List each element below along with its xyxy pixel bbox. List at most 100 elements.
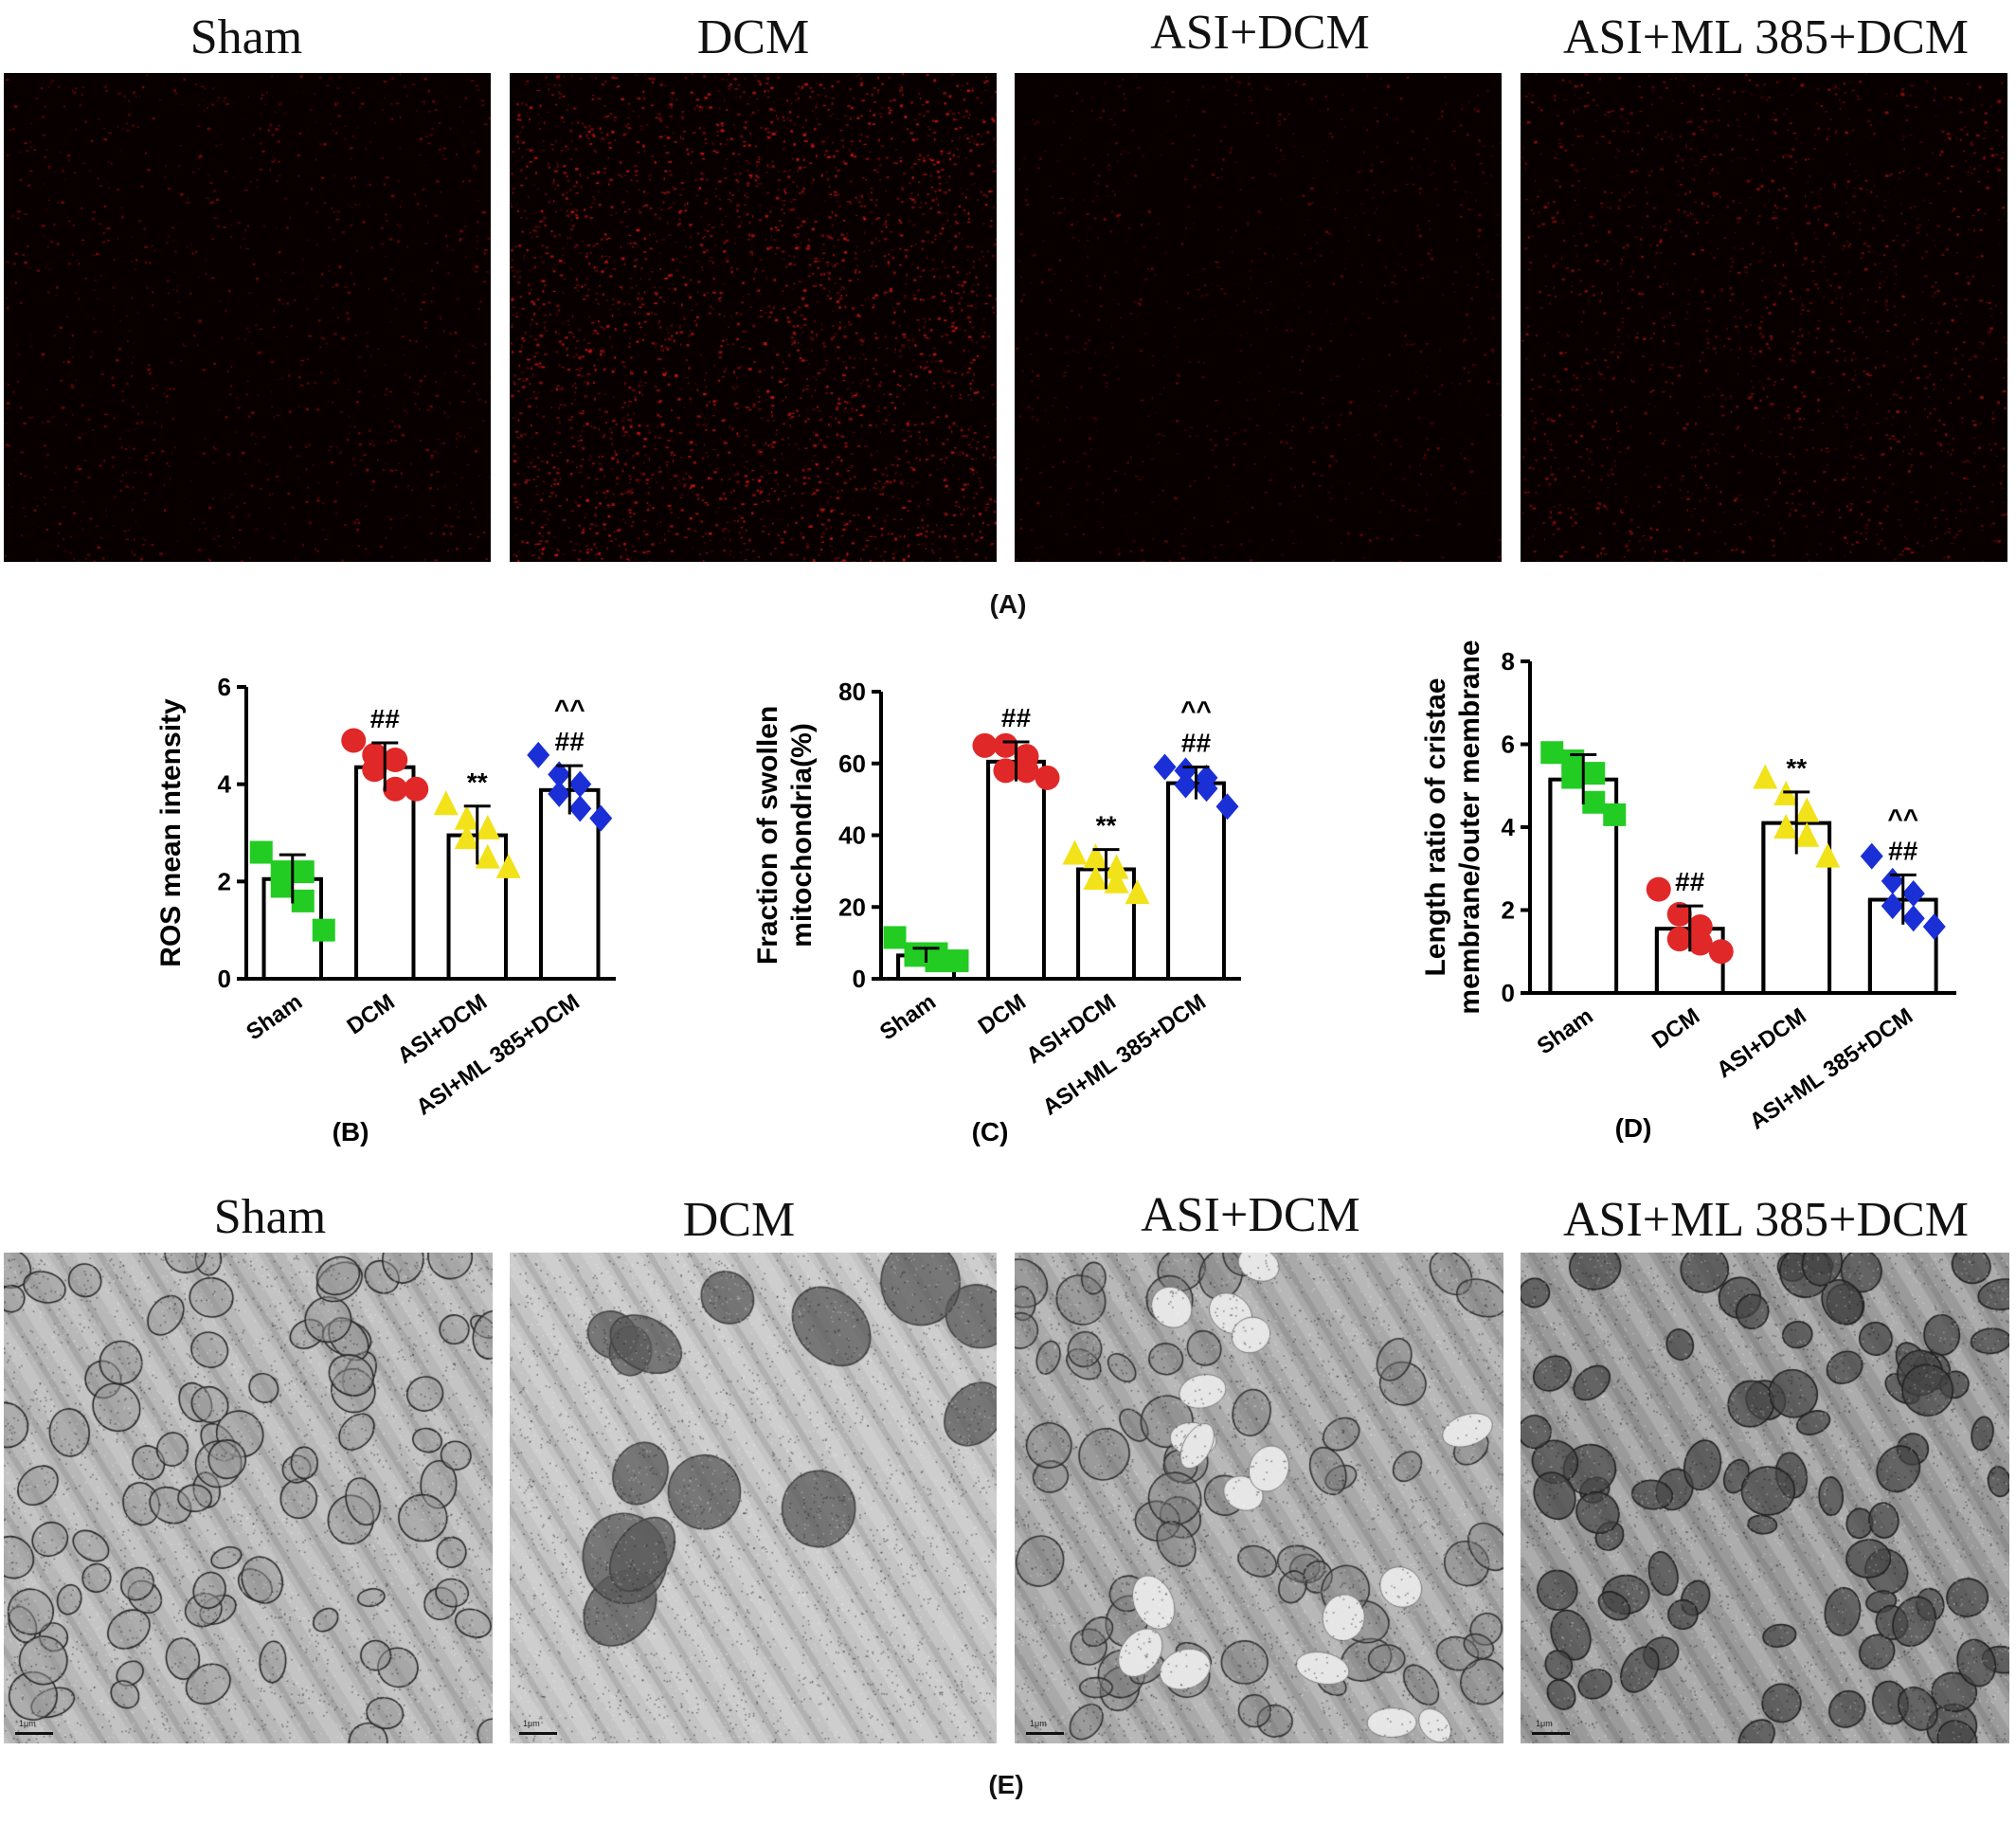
data-point <box>925 949 948 973</box>
significance-mark: ## <box>1675 867 1705 896</box>
panel-label: (C) <box>972 1117 1009 1146</box>
data-point <box>270 875 294 898</box>
x-tick-label: ASI+ML 385+DCM <box>411 989 584 1121</box>
significance-mark: ** <box>1786 753 1807 783</box>
data-point <box>475 814 500 839</box>
y-tick-label: 0 <box>853 965 866 993</box>
significance-mark: ** <box>467 767 488 797</box>
data-point <box>1195 775 1218 803</box>
x-tick-label: ASI+DCM <box>1712 1003 1811 1083</box>
y-axis-label: mitochondria(%) <box>786 723 818 948</box>
data-point <box>945 949 969 973</box>
panel-e-title-asi-dcm: ASI+DCM <box>1141 1188 1360 1242</box>
significance-mark: ## <box>1001 703 1032 732</box>
data-point <box>1540 741 1564 765</box>
panel-label-a: (A) <box>989 589 1027 619</box>
data-point <box>1582 790 1606 814</box>
chart-swollen-mitochondria: 0 20 40 60 80 Fraction of swollen mitochondria… <box>752 677 1241 1146</box>
data-point <box>291 860 315 884</box>
bar <box>986 759 1046 981</box>
data-point <box>495 853 521 878</box>
panel-label-e: (E) <box>988 1770 1024 1799</box>
data-point <box>1922 913 1946 940</box>
scale-bar <box>519 1732 557 1735</box>
x-tick-label: DCM <box>974 989 1031 1039</box>
panel-e-title-dcm: DCM <box>682 1193 796 1247</box>
panel-a-title-dcm: DCM <box>696 10 810 64</box>
data-point <box>362 757 387 783</box>
fluorescence-image-asi-ml385-dcm <box>1521 73 2007 562</box>
data-point <box>1860 842 1883 870</box>
data-point <box>589 804 613 832</box>
y-tick-label: 6 <box>218 673 231 701</box>
x-tick-label: Sham <box>1533 1003 1598 1060</box>
data-point <box>568 795 592 822</box>
tem-image-asi-dcm <box>1015 1253 1503 1743</box>
data-point <box>1561 766 1585 789</box>
data-point <box>1104 854 1129 879</box>
data-point <box>972 732 998 758</box>
y-tick-label: 2 <box>218 867 231 895</box>
x-tick-label: Sham <box>242 989 307 1046</box>
data-point <box>1174 771 1197 799</box>
y-axis-label: Fraction of swollen <box>752 706 783 965</box>
significance-mark: ## <box>1888 836 1918 865</box>
scale-bar <box>1026 1732 1064 1735</box>
tem-image-sham <box>4 1253 493 1743</box>
data-point <box>1062 839 1088 865</box>
data-point <box>1773 814 1799 839</box>
panel-a-title-sham: Sham <box>189 10 303 64</box>
y-tick-label: 2 <box>1502 896 1515 925</box>
data-point <box>341 728 367 753</box>
data-point <box>383 748 408 772</box>
data-point <box>1815 842 1841 868</box>
y-tick-label: 4 <box>1502 813 1516 841</box>
y-tick-label: 0 <box>218 965 231 993</box>
tem-image-asi-ml385-dcm <box>1521 1253 2009 1743</box>
data-point <box>1666 901 1692 927</box>
data-point <box>454 804 479 830</box>
tem-image-dcm <box>510 1253 997 1743</box>
data-point <box>883 926 907 949</box>
scale-bar-label: 1μm <box>1030 1719 1047 1728</box>
data-point <box>1708 939 1734 965</box>
y-tick-label: 4 <box>218 770 232 799</box>
data-point <box>1646 876 1671 902</box>
panel-a-title-asi-ml385-dcm: ASI+ML 385+DCM <box>1563 10 1969 64</box>
data-point <box>475 843 500 869</box>
y-axis-label: Length ratio of cristae <box>1420 677 1451 976</box>
data-point <box>548 780 571 807</box>
significance-mark: ^^ <box>1887 803 1918 833</box>
data-point <box>1901 905 1925 932</box>
data-point <box>1881 893 1904 920</box>
data-point <box>1687 930 1713 956</box>
y-tick-label: 6 <box>1502 731 1515 759</box>
data-point <box>1153 753 1177 781</box>
significance-mark: ## <box>555 727 585 756</box>
data-point <box>548 761 571 788</box>
data-point <box>1215 793 1239 821</box>
data-point <box>1174 757 1197 785</box>
panel-a-title-asi-dcm: ASI+DCM <box>1150 6 1370 60</box>
y-tick-label: 20 <box>838 893 866 921</box>
y-axis-label: membrane/outer membrane <box>1454 640 1485 1014</box>
x-tick-label: Sham <box>875 989 941 1046</box>
data-point <box>1035 765 1060 790</box>
significance-mark: ## <box>1181 729 1212 758</box>
scale-bar <box>1532 1732 1570 1735</box>
bar <box>1166 781 1226 981</box>
data-point <box>383 776 408 802</box>
y-axis-label: ROS mean intensity <box>155 698 187 967</box>
data-point <box>993 732 1018 758</box>
data-point <box>433 790 459 816</box>
data-point <box>1125 879 1150 905</box>
significance-mark: ## <box>370 704 401 733</box>
significance-mark: ^^ <box>554 695 585 724</box>
scale-bar-label: 1μm <box>1536 1719 1553 1728</box>
data-point <box>1753 764 1778 789</box>
data-point <box>1603 803 1627 826</box>
fluorescence-image-dcm <box>510 73 997 562</box>
scale-bar <box>15 1732 53 1735</box>
data-point <box>249 840 273 864</box>
